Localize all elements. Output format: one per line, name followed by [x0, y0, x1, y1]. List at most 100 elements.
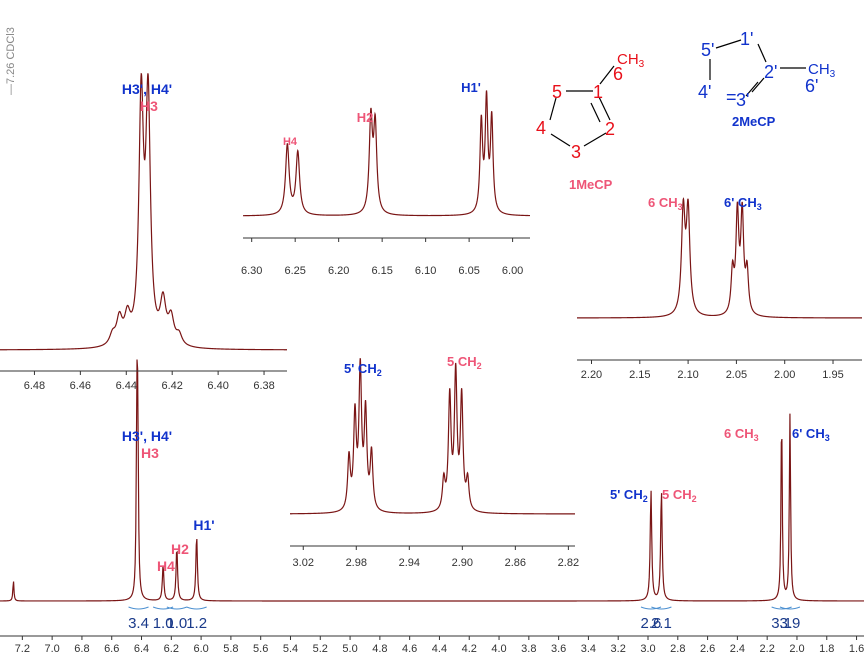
x-tick-label: 4.6	[402, 643, 417, 655]
solvent-label: —7.26 CDCl3	[5, 27, 17, 95]
integral-value: 2.1	[651, 615, 672, 632]
x-tick-label: 2.4	[730, 643, 745, 655]
x-tick-label: 4.2	[462, 643, 477, 655]
atom-1: 1	[593, 82, 603, 102]
x-tick-label: 2.20	[581, 369, 602, 381]
x-tick-label: 1.95	[822, 369, 843, 381]
bond-1p-2p	[757, 43, 767, 63]
x-tick-label: 4.4	[432, 643, 447, 655]
integral-value: 3.1	[771, 615, 792, 632]
x-tick-label: 2.15	[629, 369, 650, 381]
main-label-6-ch3: 6 CH3	[724, 426, 759, 443]
integral-bracket	[779, 606, 801, 610]
integral-value: 3.9	[780, 615, 801, 632]
main-label-6p-ch3: 6' CH3	[792, 426, 830, 443]
integral-bracket	[640, 606, 662, 610]
main-trace	[0, 359, 864, 602]
methyl-2: CH3	[808, 61, 836, 80]
x-tick-label: 3.8	[521, 643, 536, 655]
x-tick-label: 6.48	[24, 380, 45, 392]
main-label-h3: H3	[141, 445, 159, 461]
inset-ch2-trace	[290, 358, 575, 515]
inset2-label-h4: H4	[283, 136, 298, 148]
x-tick-label: 2.90	[452, 557, 473, 569]
atom-3: 3	[571, 142, 581, 162]
x-tick-label: 6.30	[241, 265, 262, 277]
bond-1-6	[599, 65, 615, 85]
x-tick-label: 1.8	[819, 643, 834, 655]
x-tick-label: 6.2	[164, 643, 179, 655]
x-tick-label: 2.10	[677, 369, 698, 381]
inset-h3-ticks: 6.48 6.46 6.44 6.42 6.40 6.38	[24, 371, 275, 392]
x-tick-label: 4.8	[372, 643, 387, 655]
x-tick-label: 1.6	[849, 643, 864, 655]
main-spectrum: 7.2 7.0 6.8 6.6 6.4 6.2 6.0 5.8 5.6 5.4 5.2 5.0 4.8 4…	[0, 359, 864, 655]
inset1-label-h3-h4p: H3', H4'	[122, 81, 172, 97]
x-tick-label: 2.86	[505, 557, 526, 569]
integral-bracket	[152, 606, 174, 610]
integral-bracket	[651, 606, 672, 610]
main-label-h4: H4	[157, 558, 175, 574]
bond-5p-1p	[715, 39, 742, 49]
x-tick-label: 6.42	[161, 380, 182, 392]
inset-olefin-ticks: 6.30 6.25 6.20 6.15 6.10 6.05 6.00	[241, 238, 523, 277]
x-tick-label: 2.94	[399, 557, 420, 569]
atom-1p: 1'	[740, 29, 753, 49]
main-label-5-ch2: 5 CH2	[662, 487, 697, 504]
atom-5p: 5'	[701, 40, 714, 60]
inset-h3-trace	[0, 72, 287, 351]
methyl-1: CH3	[617, 51, 645, 70]
inset-ch3-trace	[577, 197, 862, 319]
atom-4p: 4'	[698, 82, 711, 102]
bond-4-5	[549, 97, 557, 121]
x-tick-label: 6.0	[193, 643, 208, 655]
main-label-h1p: H1'	[193, 517, 214, 533]
main-x-ticks: 7.2 7.0 6.8 6.6 6.4 6.2 6.0 5.8 5.6 5.4 5.2 5.0 4.8 4…	[15, 636, 864, 655]
x-tick-label: 5.6	[253, 643, 268, 655]
bond-2p-3p	[751, 77, 765, 93]
x-tick-label: 3.4	[581, 643, 596, 655]
inset2-label-h1p: H1'	[461, 80, 481, 95]
x-tick-label: 7.0	[44, 643, 59, 655]
integral-value: 1.2	[186, 615, 207, 632]
x-tick-label: 6.25	[284, 265, 305, 277]
inset-ch2-ticks: 3.02 2.98 2.94 2.90 2.86 2.82	[293, 546, 579, 569]
inset-ch2: 3.02 2.98 2.94 2.90 2.86 2.82 5' CH2 5 CH2	[290, 354, 579, 569]
x-tick-label: 6.10	[415, 265, 436, 277]
x-tick-label: 3.6	[551, 643, 566, 655]
integral-value: 3.4	[128, 615, 149, 632]
structure-2mecp	[709, 39, 806, 97]
main-label-h3-h4p: H3', H4'	[122, 428, 172, 444]
x-tick-label: 2.00	[774, 369, 795, 381]
bond-1-2-double	[590, 102, 601, 123]
x-tick-label: 6.15	[371, 265, 392, 277]
inset4-label-5-ch2: 5 CH2	[447, 354, 482, 371]
inset2-label-h2: H2	[357, 110, 374, 125]
atom-5: 5	[552, 82, 562, 102]
x-tick-label: 3.2	[611, 643, 626, 655]
x-tick-label: 6.46	[70, 380, 91, 392]
x-tick-label: 4.0	[491, 643, 506, 655]
x-tick-label: 6.8	[74, 643, 89, 655]
integral-value: 2.6	[641, 615, 662, 632]
inset1-label-h3: H3	[140, 98, 158, 114]
atom-6: 6	[613, 64, 623, 84]
inset3-label-6p-ch3: 6' CH3	[724, 195, 762, 212]
inset-olefin: 6.30 6.25 6.20 6.15 6.10 6.05 6.00 H4 H2 H1'	[241, 80, 530, 277]
bond-2-3	[583, 132, 607, 147]
x-tick-label: 6.05	[458, 265, 479, 277]
main-label-h2: H2	[171, 541, 189, 557]
bond-3-4	[550, 133, 571, 147]
atom-6p: 6'	[805, 76, 818, 96]
inset-h3: 6.48 6.46 6.44 6.42 6.40 6.38 H3', H4' H3	[0, 72, 287, 392]
x-tick-label: 6.44	[116, 380, 137, 392]
bond-2p-3p-double	[745, 81, 759, 97]
structure-1mecp	[549, 65, 615, 147]
x-tick-label: 6.40	[207, 380, 228, 392]
integral-value: 1.0	[166, 615, 187, 632]
x-tick-label: 5.2	[313, 643, 328, 655]
x-tick-label: 2.0	[789, 643, 804, 655]
atom-2p: 2'	[764, 62, 777, 82]
x-tick-label: 6.00	[502, 265, 523, 277]
